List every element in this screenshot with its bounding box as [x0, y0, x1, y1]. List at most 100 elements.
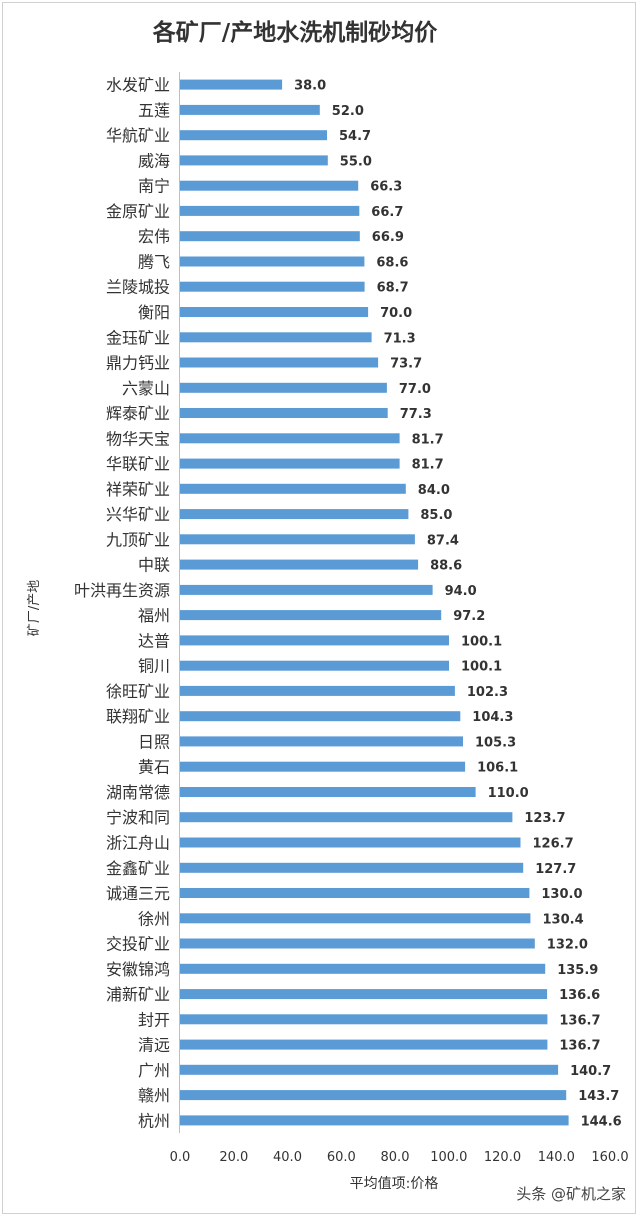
category-label: 黄石: [138, 758, 170, 777]
x-tick-label: 140.0: [538, 1150, 575, 1165]
category-label: 金鑫矿业: [106, 859, 170, 878]
data-label: 100.1: [461, 660, 502, 675]
x-tick-label: 40.0: [273, 1150, 302, 1165]
bar: [180, 534, 415, 545]
bar: [180, 584, 433, 595]
category-label: 五莲: [138, 101, 170, 120]
category-label: 福州: [138, 606, 170, 625]
data-label: 130.4: [543, 912, 584, 927]
bar: [180, 382, 387, 393]
bar: [180, 357, 379, 368]
category-label: 宏伟: [138, 227, 170, 246]
data-label: 144.6: [581, 1114, 622, 1129]
bar: [180, 307, 369, 317]
data-label: 136.7: [559, 1013, 600, 1028]
data-label: 81.7: [412, 432, 444, 447]
bar: [180, 989, 548, 1000]
data-label: 143.7: [578, 1089, 619, 1104]
bar: [180, 736, 463, 747]
bar: [180, 1064, 559, 1075]
data-label: 66.7: [371, 205, 403, 220]
data-label: 55.0: [340, 154, 372, 169]
x-tick-label: 60.0: [327, 1150, 356, 1165]
y-axis-label: 矿厂/产地: [27, 580, 42, 636]
category-label: 交投矿业: [106, 935, 170, 954]
bar: [180, 913, 531, 924]
category-label: 诚通三元: [106, 884, 170, 903]
category-label: 祥荣矿业: [106, 480, 170, 499]
data-label: 94.0: [445, 584, 477, 599]
category-label: 杭州: [138, 1111, 170, 1130]
data-label: 127.7: [535, 862, 576, 877]
bar: [180, 711, 461, 722]
data-label: 123.7: [524, 811, 565, 826]
data-label: 102.3: [467, 685, 508, 700]
category-label: 徐旺矿业: [106, 682, 170, 701]
bar: [180, 332, 372, 343]
category-label: 金珏矿业: [106, 328, 170, 347]
category-label: 清远: [138, 1036, 170, 1055]
data-label: 52.0: [332, 104, 364, 119]
category-label: 水发矿业: [106, 76, 170, 95]
bar: [180, 231, 360, 242]
category-label: 铜川: [138, 657, 170, 676]
category-label: 封开: [138, 1010, 170, 1029]
bar: [180, 660, 449, 671]
data-label: 106.1: [477, 761, 518, 776]
category-label: 中联: [138, 556, 170, 575]
data-label: 104.3: [472, 710, 513, 725]
bar: [180, 837, 521, 848]
category-label: 兰陵城投: [106, 278, 170, 297]
category-label: 赣州: [138, 1086, 170, 1105]
category-label: 南宁: [138, 177, 170, 196]
data-label: 136.6: [559, 988, 600, 1003]
data-label: 77.3: [400, 407, 432, 422]
bar: [180, 761, 466, 772]
bar: [180, 458, 400, 469]
data-label: 135.9: [557, 963, 598, 978]
data-label: 110.0: [488, 786, 529, 801]
bar: [180, 787, 476, 797]
category-label: 鼎力钙业: [106, 354, 170, 373]
x-tick-label: 0.0: [170, 1150, 191, 1165]
data-label: 73.7: [390, 357, 422, 372]
data-label: 68.6: [376, 256, 408, 271]
category-label: 安徽锦鸿: [106, 960, 170, 979]
category-label: 兴华矿业: [106, 505, 170, 524]
bar: [180, 104, 320, 115]
bar: [180, 938, 535, 949]
bar: [180, 180, 359, 191]
bar: [180, 635, 449, 646]
bar: [180, 1039, 548, 1050]
bars-group: [180, 79, 569, 1126]
category-label: 浙江舟山: [106, 834, 170, 853]
data-label: 140.7: [570, 1064, 611, 1079]
data-label: 97.2: [453, 609, 485, 624]
data-label: 81.7: [412, 458, 444, 473]
bar: [180, 483, 406, 494]
category-label: 九顶矿业: [106, 530, 170, 549]
bar: [180, 281, 365, 292]
x-axis-label: 平均值项:价格: [350, 1176, 439, 1192]
bar: [180, 963, 546, 974]
bar: [180, 888, 530, 898]
data-label: 70.0: [380, 306, 412, 321]
data-label: 100.1: [461, 634, 502, 649]
category-label: 湖南常德: [106, 783, 170, 802]
data-label: 87.4: [427, 533, 459, 548]
x-tick-label: 100.0: [430, 1150, 467, 1165]
category-label: 物华天宝: [106, 429, 170, 448]
category-label: 联翔矿业: [106, 707, 170, 726]
data-label: 71.3: [384, 331, 416, 346]
data-label: 105.3: [475, 735, 516, 750]
bar: [180, 610, 442, 621]
category-label: 达普: [138, 631, 170, 650]
data-label: 66.9: [372, 230, 404, 245]
category-label: 浦新矿业: [106, 985, 170, 1004]
bar: [180, 862, 524, 873]
data-label: 77.0: [399, 382, 431, 397]
data-label: 66.3: [370, 180, 402, 195]
watermark: 头条 @矿机之家: [516, 1185, 626, 1203]
bar: [180, 685, 455, 696]
